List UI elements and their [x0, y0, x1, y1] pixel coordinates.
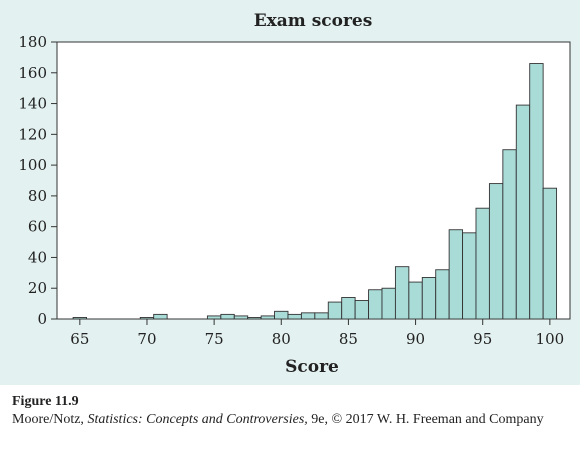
y-tick-label: 120: [18, 125, 47, 143]
y-tick-label: 60: [28, 218, 47, 236]
histogram-bar: [220, 313, 235, 320]
x-tick-label: 90: [406, 330, 425, 348]
histogram-bar: [153, 313, 168, 320]
histogram-bar: [515, 104, 531, 320]
histogram-bar: [314, 312, 329, 320]
histogram-bar: [529, 63, 544, 320]
y-tick-label: 80: [28, 187, 47, 205]
histogram-bar: [462, 232, 477, 320]
histogram-bar: [421, 277, 437, 320]
histogram-bar: [394, 266, 410, 320]
x-tick-label: 100: [536, 330, 565, 348]
x-tick-label: 80: [272, 330, 291, 348]
histogram-bar: [72, 317, 88, 320]
chart-title: Exam scores: [254, 11, 373, 31]
histogram-bar: [247, 317, 262, 320]
y-tick-label: 20: [28, 279, 47, 297]
histogram-bar: [408, 281, 423, 320]
figure-panel: Exam scores 0 20 40 60 80 100 120 140 160 180 65 7…: [0, 0, 580, 385]
histogram-bar: [274, 310, 289, 320]
histogram-bar: [327, 301, 343, 320]
caption-book-title: Statistics: Concepts and Controversies,: [87, 412, 308, 427]
y-tick-label: 0: [37, 310, 47, 328]
histogram-bar: [502, 149, 517, 320]
histogram-bar: [233, 315, 249, 320]
histogram-bar: [139, 317, 155, 320]
histogram-bar: [287, 313, 302, 320]
histogram-bar: [448, 229, 464, 320]
caption-authors: Moore/Notz,: [12, 412, 88, 427]
x-axis-label: Score: [285, 357, 339, 377]
histogram-bar: [260, 315, 276, 320]
histogram-bar: [341, 297, 356, 320]
x-tick-label: 70: [137, 330, 156, 348]
y-tick-label: 160: [18, 64, 47, 82]
x-tick-label: 85: [339, 330, 358, 348]
histogram-bar: [368, 289, 383, 320]
caption-edition: 9e, © 2017 W. H. Freeman and Company: [307, 412, 544, 427]
x-tick-label: 95: [473, 330, 492, 348]
histogram-bar: [300, 312, 316, 320]
histogram-bar: [542, 187, 558, 320]
histogram-bar: [488, 183, 504, 320]
caption-source: Moore/Notz, Statistics: Concepts and Con…: [12, 412, 544, 427]
histogram-bar: [435, 269, 450, 320]
y-tick-label: 100: [18, 156, 47, 174]
x-tick-label: 75: [205, 330, 224, 348]
histogram-chart: Exam scores 0 20 40 60 80 100 120 140 160 180 65 7…: [18, 11, 571, 377]
histogram-bar: [206, 315, 222, 320]
y-tick-label: 180: [18, 33, 47, 51]
histogram-bar: [475, 207, 490, 320]
histogram-bar: [381, 287, 396, 320]
y-tick-label: 140: [18, 95, 47, 113]
histogram-bar: [354, 300, 370, 320]
caption-label: Figure 11.9: [12, 394, 79, 409]
figure-caption: Figure 11.9 Moore/Notz, Statistics: Conc…: [12, 393, 572, 429]
y-tick-label: 40: [28, 248, 47, 266]
x-tick-label: 65: [70, 330, 89, 348]
